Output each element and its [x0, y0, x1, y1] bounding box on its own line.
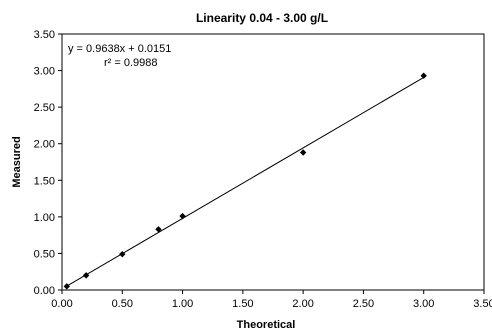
x-tick-label: 3.00	[413, 298, 434, 310]
equation-label: y = 0.9638x + 0.0151	[68, 43, 171, 55]
r-squared-label: r² = 0.9988	[104, 57, 158, 69]
y-tick-label: 0.00	[34, 285, 55, 297]
data-point	[155, 226, 162, 233]
trendline	[66, 76, 424, 287]
chart-title: Linearity 0.04 - 3.00 g/L	[196, 11, 328, 25]
data-point	[119, 250, 126, 258]
y-axis: 0.00 0.50 1.00 1.50 2.00 2.50 3.00 3.50	[34, 29, 62, 297]
x-tick-label: 0.50	[112, 298, 133, 310]
x-tick-label: 1.00	[172, 298, 193, 310]
x-tick-label: 2.50	[353, 298, 374, 310]
y-tick-label: 0.50	[34, 248, 55, 260]
x-tick-label: 3.50	[473, 298, 492, 310]
x-axis-title: Theoretical	[237, 319, 296, 331]
trendline-layer	[66, 76, 424, 287]
y-tick-label: 3.00	[34, 66, 55, 78]
data-point	[179, 212, 186, 220]
data-point	[299, 149, 307, 156]
data-points-layer	[63, 72, 427, 290]
x-tick-label: 0.00	[51, 298, 72, 310]
data-point	[82, 272, 90, 279]
x-axis: 0.00 0.50 1.00 1.50 2.00 2.50 3.00 3.50	[51, 290, 492, 310]
y-tick-label: 2.00	[34, 139, 55, 151]
y-axis-title: Measured	[11, 136, 23, 187]
data-point	[63, 283, 71, 290]
y-tick-label: 2.50	[34, 102, 55, 114]
x-tick-label: 1.50	[232, 298, 253, 310]
y-tick-label: 3.50	[34, 29, 55, 41]
data-point	[420, 72, 427, 79]
x-tick-label: 2.00	[292, 298, 313, 310]
y-tick-label: 1.00	[34, 212, 55, 224]
y-tick-label: 1.50	[34, 175, 55, 187]
